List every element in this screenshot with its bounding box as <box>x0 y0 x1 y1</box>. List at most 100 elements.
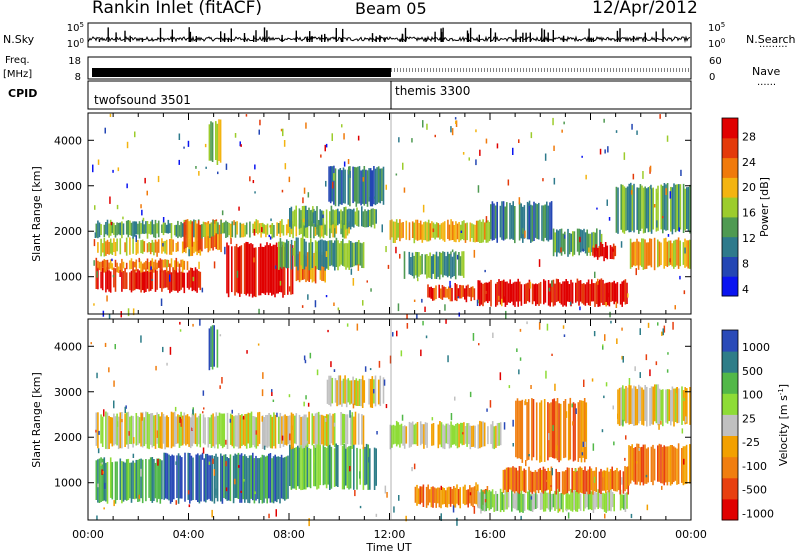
freq-unit: [MHz] <box>3 69 32 80</box>
scatter-pixel <box>503 422 506 430</box>
scatter-pixel <box>546 323 549 331</box>
nsky-spike <box>220 31 222 42</box>
power-panel: 1000 2000 3000 4000 Slant Range [km] <box>30 112 692 322</box>
heatmap-band <box>95 457 163 504</box>
heatmap-band <box>615 182 691 235</box>
scatter-pixel <box>584 441 587 447</box>
scatter-pixel <box>473 249 476 258</box>
nsky-spike <box>525 32 527 42</box>
heatmap-band <box>427 283 476 303</box>
colorbar-cell <box>722 216 738 238</box>
scatter-pixel <box>337 307 340 311</box>
scatter-pixel <box>324 276 326 281</box>
scatter-pixel <box>599 148 602 155</box>
scatter-pixel <box>422 204 425 213</box>
scatter-pixel <box>253 257 255 263</box>
scatter-pixel <box>320 154 322 158</box>
scatter-pixel <box>191 420 194 428</box>
scatter-pixel <box>261 227 263 233</box>
scatter-pixel <box>221 377 223 384</box>
scatter-pixel <box>607 146 609 153</box>
colorbar-cell <box>722 177 738 198</box>
scatter-pixel <box>457 296 459 299</box>
scatter-pixel <box>608 217 611 221</box>
freq-tick-top: 18 <box>68 56 81 67</box>
scatter-pixel <box>254 491 256 495</box>
colorbar-tick-label: 20 <box>742 181 756 194</box>
scatter-pixel <box>93 303 95 306</box>
scatter-pixel <box>352 403 355 409</box>
nsky-spike <box>512 38 514 42</box>
nsky-right-tick-top: 105 <box>708 21 725 34</box>
scatter-pixel <box>662 328 664 336</box>
scatter-pixel <box>560 247 562 253</box>
nsky-spike <box>401 34 404 42</box>
scatter-pixel <box>97 159 100 165</box>
scatter-pixel <box>198 171 200 176</box>
nsearch-label: N.Search <box>746 33 796 46</box>
scatter-pixel <box>231 409 233 414</box>
scatter-pixel <box>420 349 422 357</box>
scatter-pixel <box>569 301 572 306</box>
scatter-pixel <box>307 294 309 300</box>
scatter-pixel <box>604 149 606 154</box>
scatter-pixel <box>650 184 652 190</box>
scatter-pixel <box>645 474 648 478</box>
scatter-pixel <box>634 366 636 372</box>
scatter-pixel <box>349 466 351 472</box>
nsky-spike <box>243 33 246 42</box>
scatter-pixel <box>201 287 204 293</box>
scatter-pixel <box>112 169 114 173</box>
scatter-pixel <box>520 515 522 520</box>
freq-label: Freq. <box>5 55 30 66</box>
scatter-pixel <box>240 490 242 493</box>
scatter-pixel <box>665 188 667 195</box>
scatter-pixel <box>111 258 113 262</box>
scatter-pixel <box>106 295 108 302</box>
heatmap-band <box>403 251 465 280</box>
scatter-pixel <box>331 133 333 141</box>
scatter-pixel <box>140 335 142 343</box>
scatter-pixel <box>583 379 585 387</box>
heatmap-band <box>515 397 588 463</box>
scatter-pixel <box>630 513 633 519</box>
scatter-pixel <box>392 332 394 337</box>
scatter-pixel <box>681 428 684 434</box>
scatter-pixel <box>524 230 526 238</box>
nsky-spike <box>340 37 343 42</box>
scatter-pixel <box>386 492 388 498</box>
scatter-pixel <box>238 465 240 468</box>
nsky-spike <box>562 35 565 42</box>
scatter-pixel <box>175 500 177 505</box>
scatter-pixel <box>426 123 428 130</box>
scatter-pixel <box>621 355 623 360</box>
scatter-pixel <box>155 365 157 371</box>
nsky-spike <box>309 31 311 42</box>
velocity-panel: 1000 2000 3000 4000 Slant Range [km] <box>30 318 692 527</box>
scatter-pixel <box>259 119 261 126</box>
scatter-pixel <box>402 162 404 170</box>
scatter-pixel <box>669 258 671 263</box>
scatter-pixel <box>376 431 378 435</box>
scatter-pixel <box>473 505 476 514</box>
scatter-pixel <box>632 173 635 180</box>
scatter-pixel <box>424 306 426 312</box>
scatter-pixel <box>455 120 458 127</box>
scatter-pixel <box>405 515 407 522</box>
scatter-pixel <box>679 275 681 280</box>
scatter-pixel <box>579 306 581 311</box>
scatter-pixel <box>604 513 606 519</box>
scatter-pixel <box>601 429 604 433</box>
scatter-pixel <box>369 368 372 371</box>
scatter-pixel <box>458 312 460 317</box>
scatter-pixel <box>122 216 124 220</box>
scatter-pixel <box>497 295 500 301</box>
colorbar-cell <box>722 197 738 218</box>
scatter-pixel <box>302 197 304 204</box>
date-label: 12/Apr/2012 <box>592 0 698 18</box>
nsky-spike <box>442 27 444 42</box>
scatter-pixel <box>253 229 256 236</box>
scatter-pixel <box>653 204 656 208</box>
nsky-spike <box>515 29 517 42</box>
scatter-pixel <box>623 152 626 160</box>
